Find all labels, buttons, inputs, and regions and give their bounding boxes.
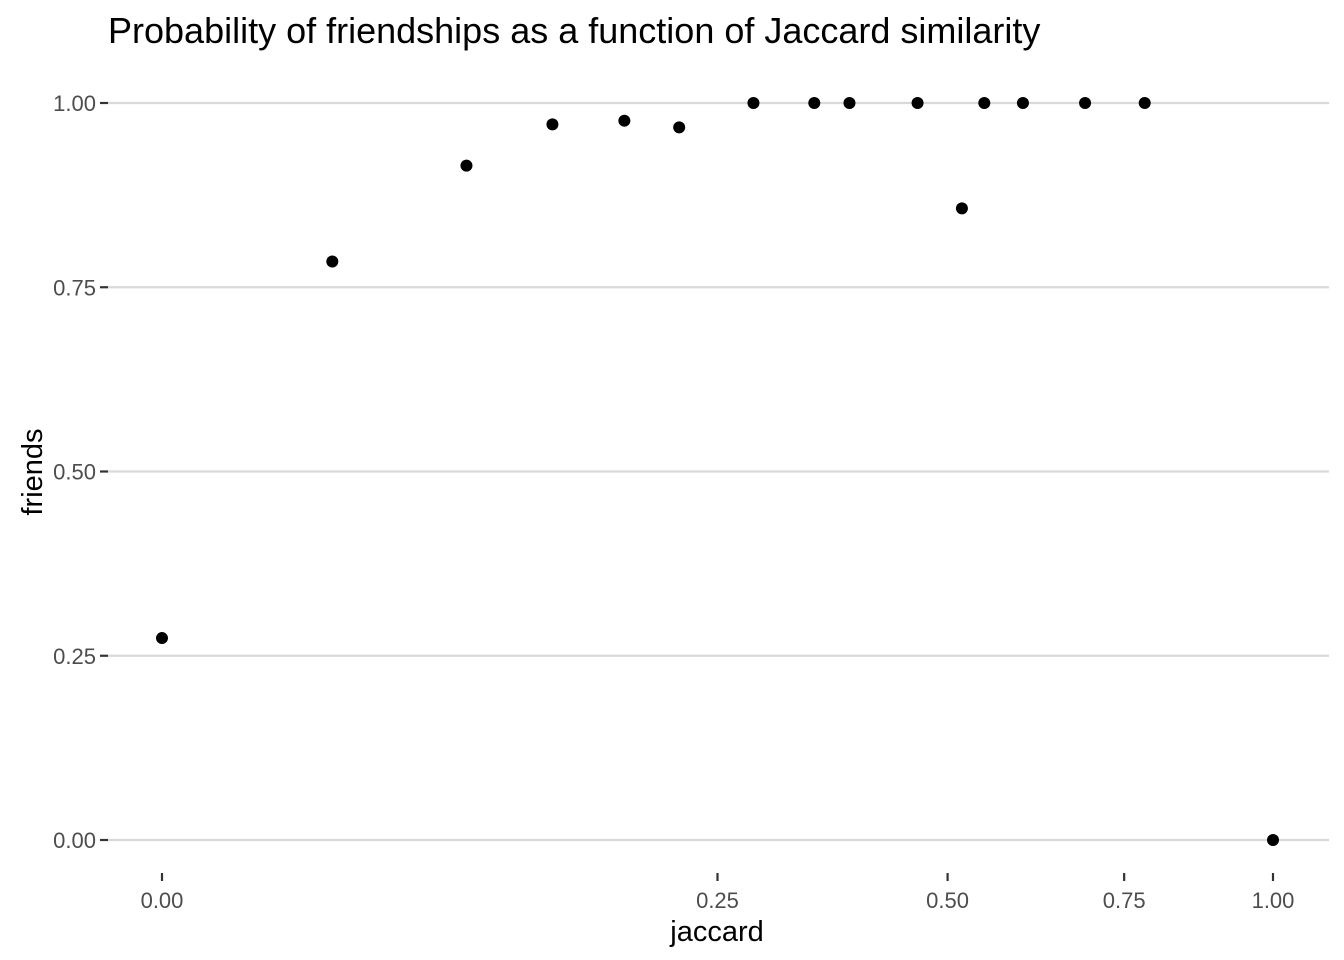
data-point (1267, 834, 1279, 846)
data-point (673, 121, 686, 134)
y-tick-label: 0.75 (53, 275, 96, 300)
data-point (1016, 97, 1029, 109)
data-point (1079, 97, 1092, 109)
data-point (618, 114, 631, 127)
data-point (156, 632, 168, 645)
y-tick-label: 0.50 (53, 460, 96, 485)
y-tick-label: 0.25 (53, 644, 96, 669)
y-axis-title: friends (17, 428, 49, 515)
x-tick-label: 0.25 (696, 888, 739, 913)
x-tick-label: 0.50 (926, 888, 969, 913)
data-point (747, 97, 760, 109)
grid-lines (108, 101, 1329, 842)
x-axis: 0.00 0.25 0.50 0.75 1.00 (141, 873, 1295, 913)
x-axis-title: jaccard (669, 916, 764, 948)
data-point (843, 97, 856, 109)
data-point (460, 159, 473, 172)
x-tick-label: 1.00 (1252, 888, 1295, 913)
x-tick-label: 0.00 (141, 888, 184, 913)
data-point (1138, 97, 1151, 109)
x-tick-label: 0.75 (1103, 888, 1146, 913)
data-point (978, 97, 991, 109)
data-point (955, 202, 968, 215)
data-point (326, 255, 339, 268)
data-point (808, 97, 821, 109)
y-tick-label: 1.00 (53, 91, 96, 116)
data-point (911, 97, 924, 109)
y-tick-label: 0.00 (53, 828, 96, 853)
data-points (156, 97, 1279, 846)
data-point (546, 118, 559, 131)
y-axis: 0.00 0.25 0.50 0.75 1.00 (53, 91, 108, 853)
chart-title: Probability of friendships as a function… (108, 10, 1040, 51)
